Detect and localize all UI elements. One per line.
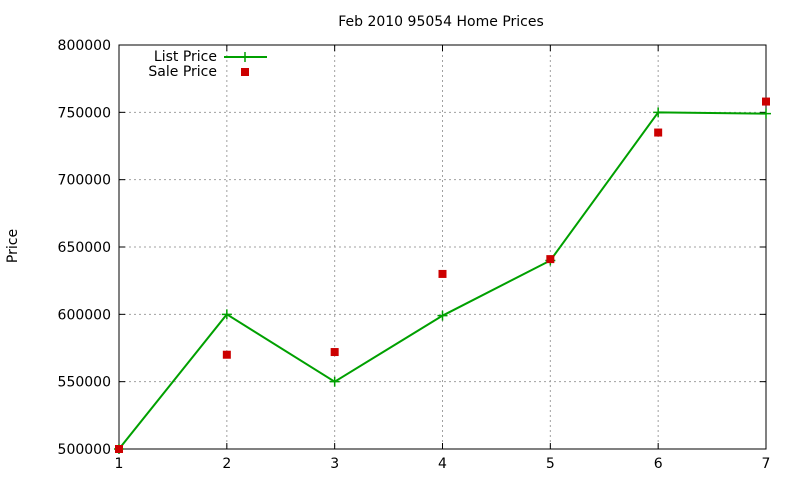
list-price-point — [653, 107, 664, 118]
y-tick-label: 700000 — [58, 173, 111, 189]
sale-price-point — [330, 348, 339, 357]
list-price-point — [437, 310, 448, 321]
legend-label-list-price: List Price — [154, 49, 217, 65]
sale-price-point — [438, 269, 447, 278]
tick-labels: 500000 550000 600000 650000 700000 750000 8000… — [58, 38, 771, 472]
x-tick-label: 4 — [438, 456, 447, 472]
y-tick-label: 800000 — [58, 38, 111, 54]
chart-title: Feb 2010 95054 Home Prices — [338, 14, 544, 30]
list-price-point — [221, 309, 232, 320]
y-tick-label: 650000 — [58, 240, 111, 256]
y-tick-label: 600000 — [58, 307, 111, 323]
sale-price-point — [762, 97, 770, 106]
sale-price-point — [222, 350, 231, 359]
series-list-price — [114, 107, 771, 454]
grid — [119, 45, 766, 449]
x-tick-label: 1 — [115, 456, 124, 472]
legend-marker-sale-price — [241, 68, 249, 76]
sale-price-point — [115, 445, 123, 453]
x-tick-label: 2 — [222, 456, 231, 472]
series-sale-price — [115, 97, 770, 453]
x-tick-label: 6 — [654, 456, 663, 472]
list-price-point — [761, 108, 771, 119]
y-tick-label: 500000 — [58, 442, 111, 458]
x-tick-label: 3 — [330, 456, 339, 472]
legend-label-sale-price: Sale Price — [148, 64, 217, 80]
legend-marker-list-price — [240, 52, 250, 62]
list-price-point — [329, 376, 340, 387]
x-tick-label: 7 — [762, 456, 771, 472]
y-axis-title: Price — [5, 229, 21, 263]
y-tick-label: 550000 — [58, 375, 111, 391]
sale-price-point — [546, 255, 555, 264]
y-tick-label: 750000 — [58, 105, 111, 121]
sale-price-point — [654, 128, 663, 137]
x-tick-label: 5 — [546, 456, 555, 472]
series — [114, 97, 771, 454]
